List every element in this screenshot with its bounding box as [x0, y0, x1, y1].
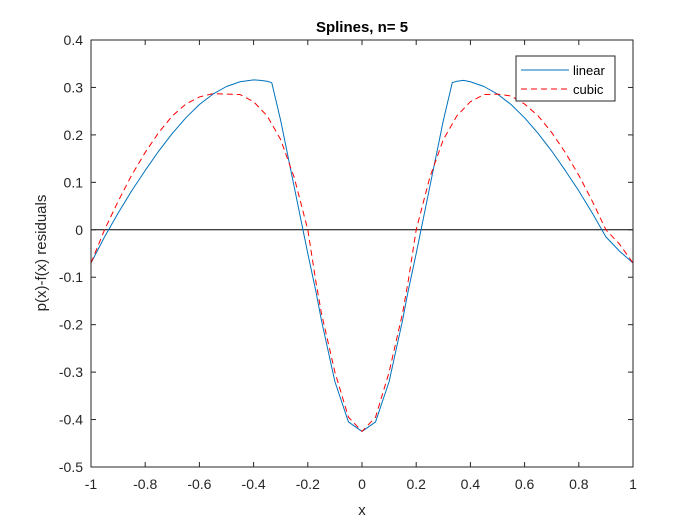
x-tick-label: -1 — [85, 476, 98, 492]
x-tick-label: 1 — [629, 476, 637, 492]
legend-box — [515, 55, 616, 102]
y-tick-label: 0.1 — [64, 174, 84, 190]
y-tick-label: -0.2 — [59, 317, 83, 333]
x-tick-label: -0.6 — [187, 476, 211, 492]
legend: linear cubic — [515, 55, 616, 102]
y-tick-label: 0 — [75, 222, 83, 238]
y-tick-label: 0.3 — [64, 79, 84, 95]
legend-label-cubic: cubic — [573, 82, 604, 97]
legend-label-linear: linear — [573, 63, 605, 78]
series-line-cubic — [90, 93, 634, 432]
y-tick-label: -0.4 — [59, 412, 83, 428]
y-tick-label: 0.4 — [64, 32, 84, 48]
x-tick-label: 0.8 — [569, 476, 589, 492]
x-tick-label: 0 — [358, 476, 366, 492]
y-axis-label: p(x)-f(x) residuals — [33, 195, 50, 312]
x-tick-label: 0.4 — [461, 476, 481, 492]
x-tick-label: -0.4 — [242, 476, 266, 492]
y-tick-label: -0.5 — [59, 459, 83, 475]
x-tick-label: 0.2 — [406, 476, 426, 492]
x-tick-label: -0.2 — [296, 476, 320, 492]
y-tick-label: 0.2 — [64, 127, 84, 143]
plot-area — [91, 40, 633, 467]
x-tick-label: -0.8 — [133, 476, 157, 492]
chart-title: Splines, n= 5 — [316, 19, 408, 36]
y-tick-label: -0.3 — [59, 364, 83, 380]
y-tick-label: -0.1 — [59, 269, 83, 285]
x-axis-label: x — [358, 502, 366, 519]
x-tick-label: 0.6 — [515, 476, 535, 492]
